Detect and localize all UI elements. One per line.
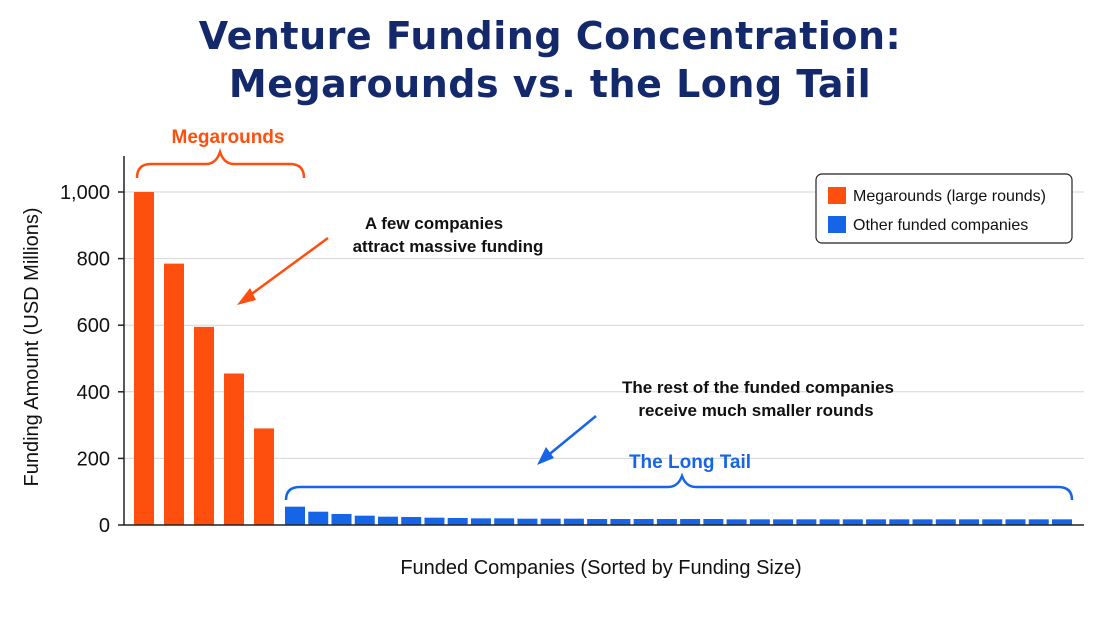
y-tick-label: 400: [77, 382, 110, 404]
long-tail-bar: [401, 517, 422, 525]
long-tail-bar: [540, 518, 561, 525]
legend-label-megarounds: Megarounds (large rounds): [853, 188, 1046, 205]
long-tail-callout-line-2: receive much smaller rounds: [638, 401, 873, 420]
long-tail-callout-line-1: The rest of the funded companies: [622, 378, 894, 397]
long-tail-bar: [680, 519, 701, 525]
long-tail-bar: [726, 519, 747, 525]
y-tick-label: 800: [77, 249, 110, 271]
long-tail-bar: [656, 519, 677, 525]
long-tail-bar: [587, 519, 608, 525]
y-axis-title: Funding Amount (USD Millions): [21, 208, 43, 487]
megaround-bar: [164, 263, 184, 525]
bars: [134, 192, 1072, 525]
long-tail-bar: [935, 519, 956, 525]
y-tick-label: 200: [77, 448, 110, 470]
long-tail-bar: [285, 506, 305, 525]
chart-title-line-1: Venture Funding Concentration:: [198, 14, 902, 58]
long-tail-bar: [470, 518, 491, 525]
chart-title-line-2: Megarounds vs. the Long Tail: [228, 62, 872, 106]
y-tick-label: 0: [99, 515, 110, 537]
megaround-bar: [134, 192, 154, 525]
long-tail-bar: [377, 516, 398, 525]
long-tail-bar: [959, 519, 980, 525]
y-tick-label: 600: [77, 315, 110, 337]
long-tail-bar: [1028, 519, 1049, 525]
long-tail-bracket: [284, 472, 1074, 501]
long-tail-bar: [354, 515, 375, 525]
x-axis-title: Funded Companies (Sorted by Funding Size…: [400, 557, 801, 579]
megaround-bar: [254, 428, 274, 525]
long-tail-bar: [1052, 519, 1072, 525]
long-tail-bar: [494, 518, 515, 525]
long-tail-bar: [773, 519, 794, 525]
long-tail-bar: [1005, 519, 1026, 525]
legend: Megarounds (large rounds) Other funded c…: [815, 173, 1073, 244]
long-tail-bar: [633, 519, 654, 525]
megarounds-bracket-label: Megarounds: [172, 127, 285, 148]
long-tail-bar: [331, 514, 352, 525]
long-tail-bar: [424, 517, 445, 525]
megaround-bar: [194, 326, 214, 525]
megaround-bar: [224, 373, 244, 525]
long-tail-bar: [703, 519, 724, 525]
long-tail-bar: [610, 519, 631, 525]
legend-swatch-megarounds: [828, 187, 846, 204]
long-tail-bar: [447, 518, 468, 525]
long-tail-bar: [866, 519, 887, 525]
megarounds-callout-arrow: [237, 236, 329, 305]
y-tick-label: 1,000: [60, 182, 110, 204]
long-tail-bar: [796, 519, 817, 525]
long-tail-bar: [842, 519, 863, 525]
long-tail-bar: [819, 519, 840, 525]
megarounds-callout-line-2: attract massive funding: [353, 237, 544, 256]
long-tail-bar: [749, 519, 770, 525]
long-tail-bar: [912, 519, 933, 525]
long-tail-bar: [982, 519, 1003, 525]
long-tail-bracket-label: The Long Tail: [629, 452, 751, 473]
legend-box: [815, 173, 1073, 244]
long-tail-callout-arrow: [537, 415, 597, 465]
legend-swatch-other: [828, 216, 846, 233]
legend-label-other: Other funded companies: [853, 217, 1028, 234]
y-axis-ticks: 0 200 400 600 800 1,000: [60, 182, 124, 537]
megarounds-bracket: [135, 148, 306, 179]
long-tail-bar: [308, 511, 329, 525]
megarounds-callout-line-1: A few companies: [365, 214, 503, 233]
long-tail-bar: [563, 518, 584, 525]
long-tail-bar: [517, 518, 538, 525]
long-tail-bar: [889, 519, 910, 525]
